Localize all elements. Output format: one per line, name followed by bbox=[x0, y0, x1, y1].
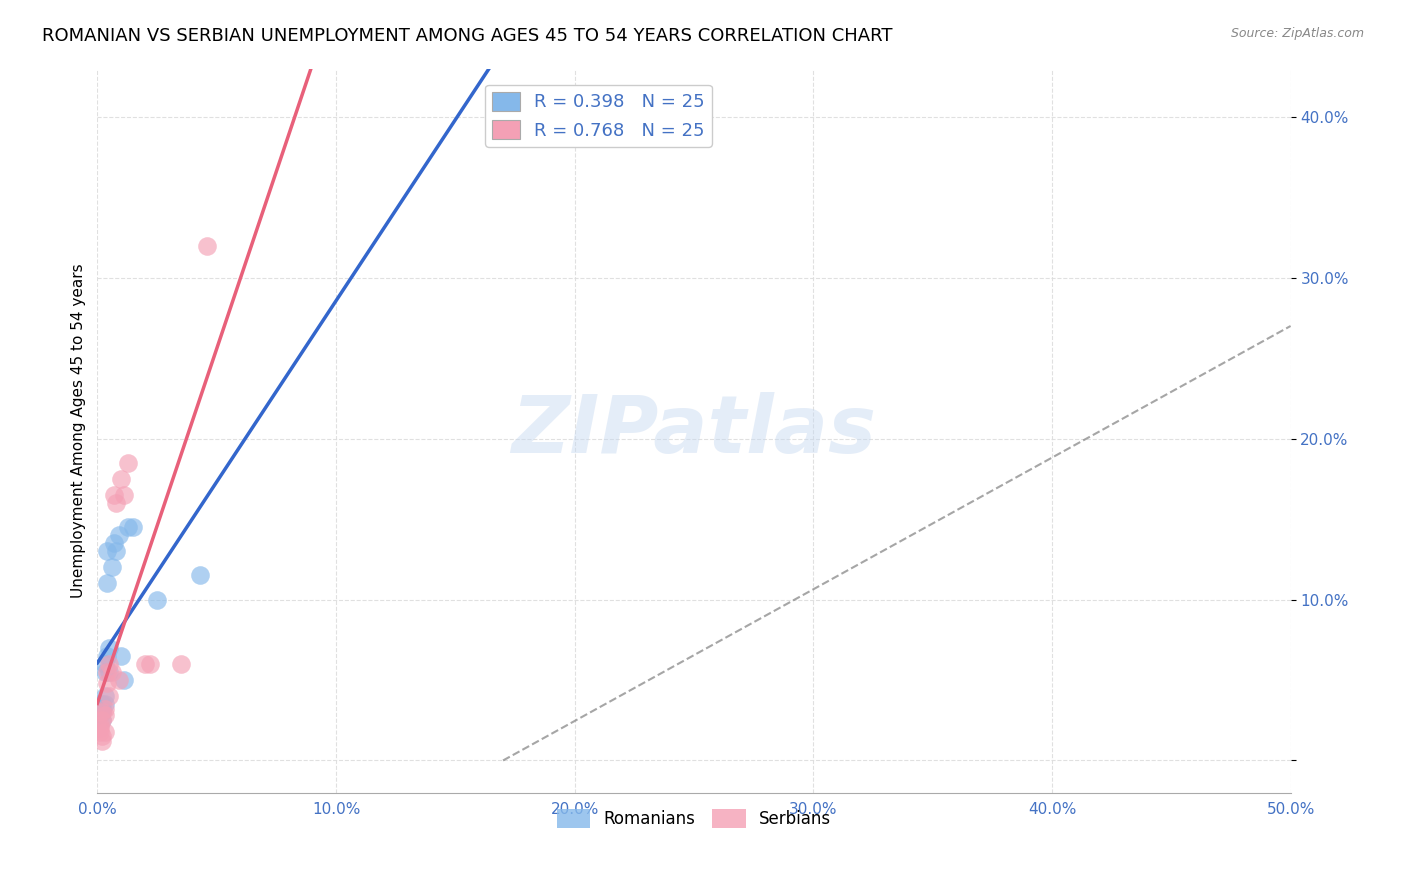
Point bbox=[91, 705, 114, 719]
Point bbox=[134, 657, 156, 671]
Point bbox=[110, 648, 132, 663]
Point bbox=[112, 488, 135, 502]
Point bbox=[91, 713, 114, 727]
Point bbox=[117, 520, 139, 534]
Point bbox=[98, 689, 121, 703]
Point bbox=[98, 640, 121, 655]
Point bbox=[105, 544, 128, 558]
Text: ROMANIAN VS SERBIAN UNEMPLOYMENT AMONG AGES 45 TO 54 YEARS CORRELATION CHART: ROMANIAN VS SERBIAN UNEMPLOYMENT AMONG A… bbox=[42, 27, 893, 45]
Point bbox=[93, 697, 115, 711]
Point bbox=[110, 472, 132, 486]
Point bbox=[122, 520, 145, 534]
Point bbox=[89, 721, 111, 735]
Point bbox=[91, 702, 114, 716]
Point bbox=[108, 673, 131, 687]
Point bbox=[96, 544, 118, 558]
Point bbox=[139, 657, 162, 671]
Point bbox=[96, 648, 118, 663]
Point bbox=[96, 576, 118, 591]
Point bbox=[89, 705, 111, 719]
Point bbox=[91, 729, 114, 743]
Point bbox=[98, 665, 121, 679]
Point bbox=[108, 528, 131, 542]
Point bbox=[93, 724, 115, 739]
Point bbox=[93, 689, 115, 703]
Point bbox=[98, 657, 121, 671]
Point bbox=[188, 568, 211, 582]
Point bbox=[117, 456, 139, 470]
Point bbox=[91, 705, 114, 719]
Point bbox=[195, 238, 218, 252]
Point bbox=[170, 657, 193, 671]
Point bbox=[103, 536, 125, 550]
Point bbox=[93, 657, 115, 671]
Point bbox=[89, 724, 111, 739]
Point bbox=[89, 718, 111, 732]
Point bbox=[89, 708, 111, 723]
Point bbox=[112, 673, 135, 687]
Point bbox=[91, 697, 114, 711]
Point bbox=[146, 592, 169, 607]
Point bbox=[96, 676, 118, 690]
Text: ZIPatlas: ZIPatlas bbox=[512, 392, 876, 469]
Point bbox=[93, 708, 115, 723]
Y-axis label: Unemployment Among Ages 45 to 54 years: Unemployment Among Ages 45 to 54 years bbox=[72, 263, 86, 598]
Point bbox=[96, 665, 118, 679]
Point bbox=[91, 713, 114, 727]
Point bbox=[100, 665, 122, 679]
Point bbox=[91, 734, 114, 748]
Point bbox=[103, 488, 125, 502]
Point bbox=[93, 702, 115, 716]
Point bbox=[105, 496, 128, 510]
Point bbox=[100, 560, 122, 574]
Point bbox=[93, 665, 115, 679]
Text: Source: ZipAtlas.com: Source: ZipAtlas.com bbox=[1230, 27, 1364, 40]
Legend: Romanians, Serbians: Romanians, Serbians bbox=[550, 803, 838, 835]
